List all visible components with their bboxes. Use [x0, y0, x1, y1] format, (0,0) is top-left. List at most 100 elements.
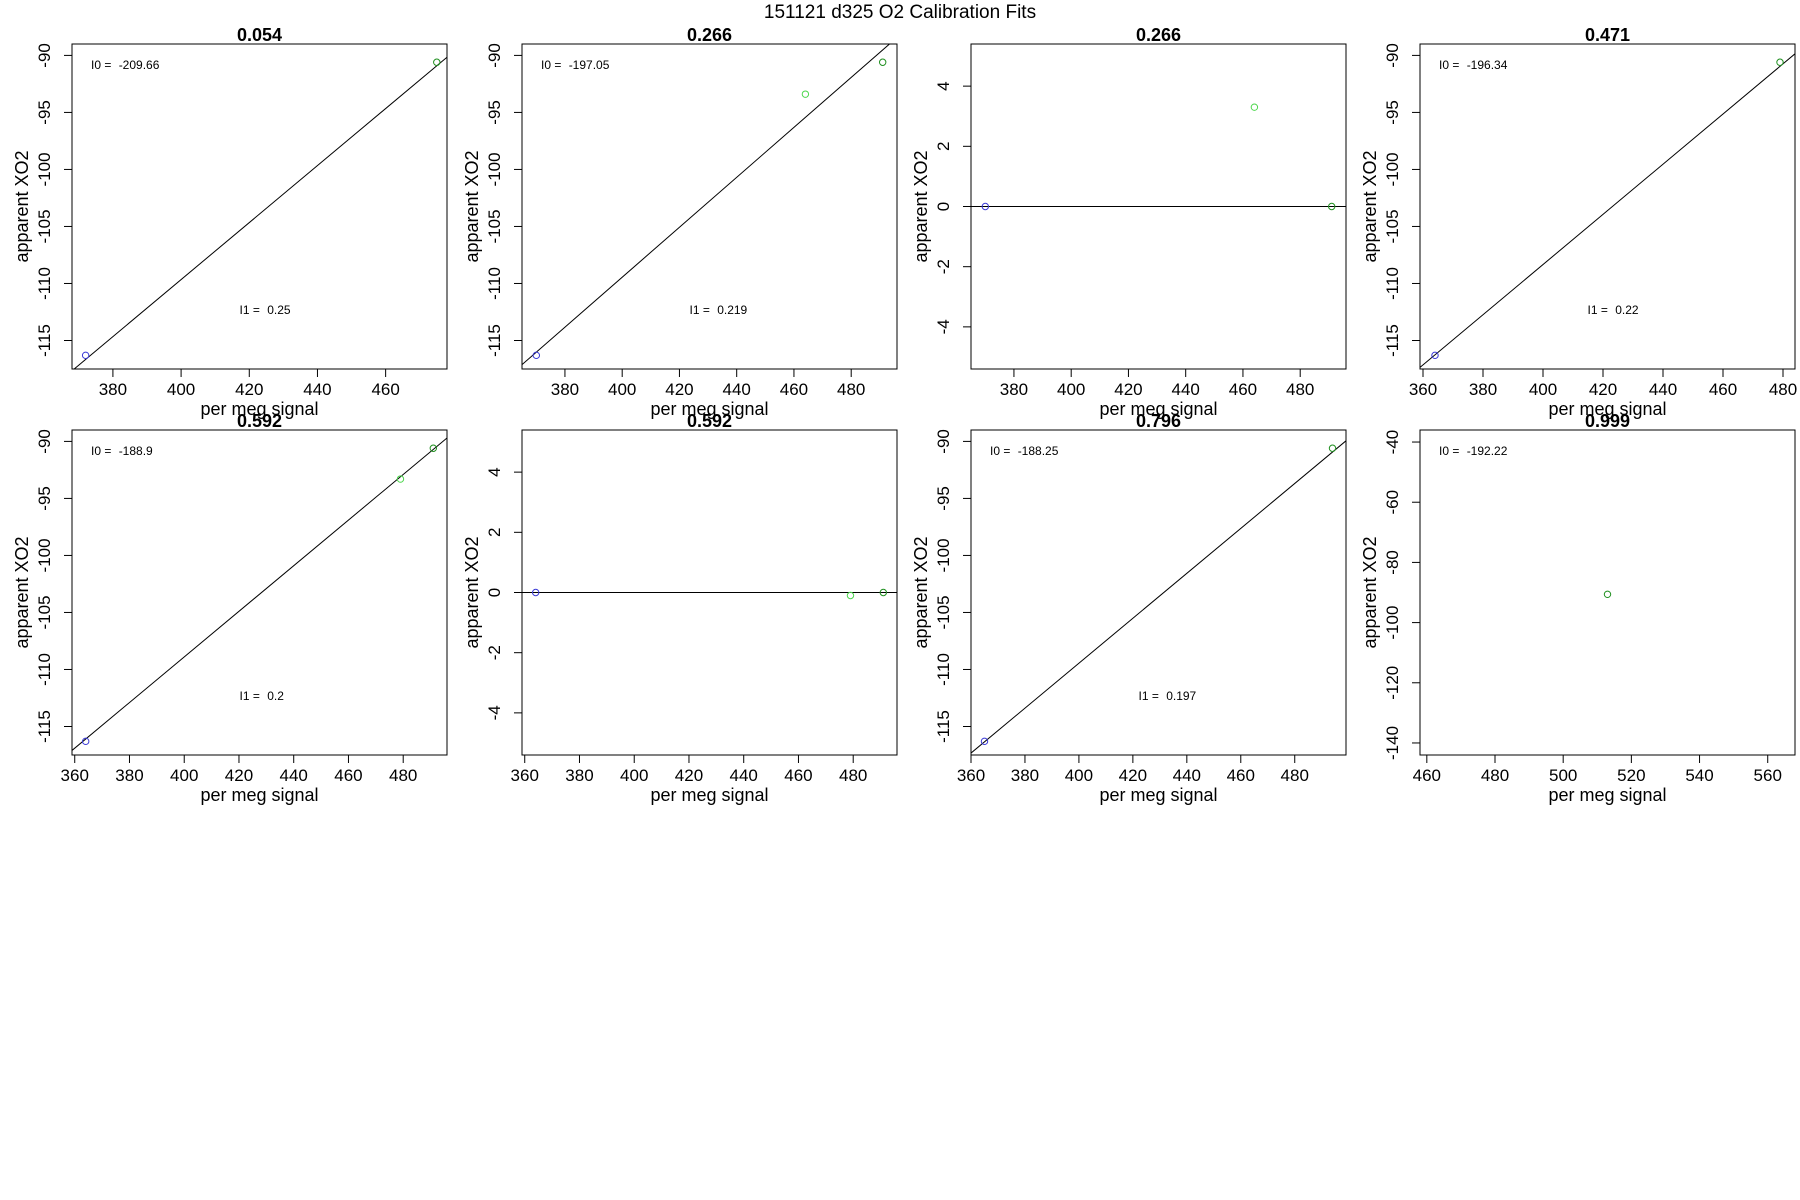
y-tick-label: -100 [485, 152, 504, 186]
fit-line [73, 56, 447, 369]
x-tick-label: 460 [1709, 380, 1737, 399]
y-tick-label: -140 [1383, 726, 1402, 760]
x-tick-label: 440 [1173, 766, 1201, 785]
x-tick-label: 420 [1114, 380, 1142, 399]
coef-value: 0.25 [267, 303, 291, 317]
data-point-green [433, 58, 441, 66]
coef-annotation: I1 = 0.22 [1588, 303, 1639, 317]
x-tick-label: 560 [1754, 766, 1782, 785]
panel-title: 0.592 [687, 411, 732, 431]
y-tick-label: -95 [35, 486, 54, 511]
panel-title: 0.266 [687, 25, 732, 45]
y-tick-label: -95 [934, 486, 953, 511]
panel-title: 0.266 [1136, 25, 1181, 45]
x-tick-label: 440 [280, 766, 308, 785]
y-tick-label: 4 [485, 467, 504, 476]
x-tick-label: 400 [167, 380, 195, 399]
coef-label: I1 = [240, 303, 264, 317]
y-tick-label: 2 [934, 142, 953, 151]
x-tick-label: 380 [99, 380, 127, 399]
coef-annotation: I0 = -188.25 [990, 444, 1059, 458]
x-tick-label: 400 [620, 766, 648, 785]
plot-frame [1419, 43, 1796, 370]
coef-value: -192.22 [1467, 444, 1508, 458]
panel-2: 0.266 380 400 420 440 460 480 -115 -110 -105 -100 -… [462, 25, 898, 419]
plot-frame [71, 43, 448, 370]
y-axis-label: apparent XO2 [462, 150, 482, 262]
x-tick-label: 460 [371, 380, 399, 399]
coef-value: -188.9 [119, 444, 153, 458]
y-tick-label: -90 [1383, 43, 1402, 68]
x-tick-label: 360 [957, 766, 985, 785]
plot-frame [71, 429, 448, 756]
x-tick-label: 480 [1286, 380, 1314, 399]
data-point-lightgreen [801, 90, 810, 98]
x-tick-label: 420 [1119, 766, 1147, 785]
data-point-lightgreen [396, 475, 405, 483]
panel-title: 0.796 [1136, 411, 1181, 431]
x-tick-label: 420 [675, 766, 703, 785]
x-axis-label: per meg signal [200, 785, 318, 805]
x-tick-label: 440 [1172, 380, 1200, 399]
x-tick-label: 460 [784, 766, 812, 785]
x-tick-label: 380 [115, 766, 143, 785]
coef-label: I0 = [91, 58, 115, 72]
y-axis-label: apparent XO2 [12, 150, 32, 262]
plot-frame [1419, 429, 1796, 756]
x-tick-label: 420 [235, 380, 263, 399]
y-tick-label: -115 [1383, 324, 1402, 357]
y-tick-label: -105 [485, 209, 504, 243]
coef-annotation: I1 = 0.25 [240, 303, 291, 317]
y-tick-label: -90 [35, 43, 54, 68]
y-tick-label: -110 [485, 267, 504, 300]
coef-annotation: I0 = -196.34 [1439, 58, 1508, 72]
y-tick-label: -100 [934, 538, 953, 572]
y-tick-label: -90 [485, 43, 504, 68]
coef-value: -197.05 [569, 58, 610, 72]
y-tick-label: -4 [485, 705, 504, 720]
y-tick-label: 2 [485, 528, 504, 537]
coef-value: 0.197 [1166, 689, 1196, 703]
y-tick-label: -4 [934, 319, 953, 334]
fit-line [72, 437, 447, 751]
data-point-green [1328, 444, 1337, 452]
x-tick-label: 520 [1617, 766, 1645, 785]
coef-annotation: I0 = -192.22 [1439, 444, 1508, 458]
coef-value: 0.2 [267, 689, 284, 703]
x-axis-label: per meg signal [1099, 399, 1217, 419]
y-axis-label: apparent XO2 [462, 536, 482, 648]
data-point-lightgreen [1250, 103, 1259, 111]
y-tick-label: -100 [35, 152, 54, 186]
y-tick-label: -100 [1383, 152, 1402, 186]
y-tick-label: -2 [934, 259, 953, 274]
y-tick-label: -115 [934, 710, 953, 743]
coef-annotation: I0 = -197.05 [541, 58, 610, 72]
x-axis-label: per meg signal [200, 399, 318, 419]
y-tick-label: -110 [35, 653, 54, 686]
coef-value: -196.34 [1467, 58, 1508, 72]
coef-annotation: I1 = 0.2 [240, 689, 285, 703]
x-tick-label: 360 [61, 766, 89, 785]
data-point-blue [532, 351, 541, 360]
fit-line [522, 44, 891, 365]
x-tick-label: 360 [511, 766, 539, 785]
data-point-green [1327, 202, 1336, 211]
y-tick-label: -110 [934, 653, 953, 686]
y-tick-label: -2 [485, 645, 504, 660]
coef-label: I0 = [1439, 58, 1463, 72]
x-tick-label: 380 [1000, 380, 1028, 399]
y-tick-label: 4 [934, 81, 953, 90]
coef-annotation: I1 = 0.219 [690, 303, 748, 317]
y-axis-label: apparent XO2 [12, 536, 32, 648]
y-axis-label: apparent XO2 [1360, 150, 1380, 262]
panel-title: 0.999 [1585, 411, 1630, 431]
y-tick-label: 0 [934, 202, 953, 211]
coef-label: I0 = [91, 444, 115, 458]
y-tick-label: -110 [1383, 267, 1402, 300]
panel-8: 0.999 460 480 500 520 540 560 -140 -120 -100 -80 -6… [1360, 411, 1796, 805]
panel-5: 0.592 360 380 400 420 440 460 480 -115 -110 -105 -1… [12, 411, 448, 805]
data-point-green [879, 588, 888, 597]
y-tick-label: -105 [934, 595, 953, 629]
x-tick-label: 540 [1685, 766, 1713, 785]
